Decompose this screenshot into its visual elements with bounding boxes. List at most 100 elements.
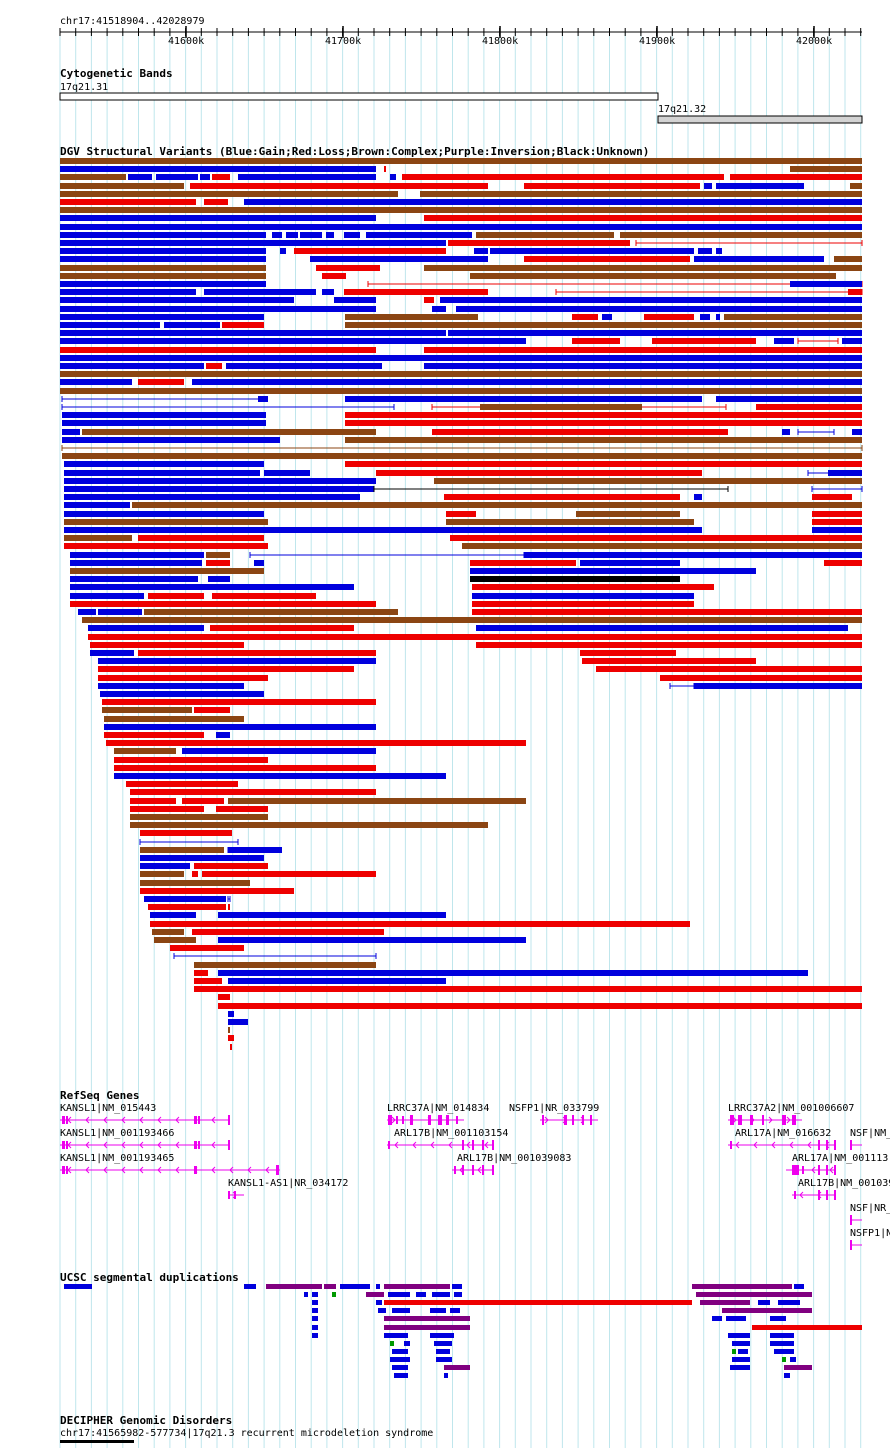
dgv-variant[interactable] xyxy=(200,174,210,180)
segdup-feature[interactable] xyxy=(366,1292,384,1297)
dgv-variant[interactable] xyxy=(286,232,298,238)
dgv-variant[interactable] xyxy=(64,486,374,492)
dgv-variant[interactable] xyxy=(98,666,354,672)
dgv-variant[interactable] xyxy=(60,224,862,230)
dgv-variant[interactable] xyxy=(218,1003,862,1009)
dgv-variant[interactable] xyxy=(694,683,862,689)
dgv-variant[interactable] xyxy=(60,363,204,369)
dgv-variant[interactable] xyxy=(446,511,476,517)
dgv-variant[interactable] xyxy=(716,183,804,189)
dgv-variant[interactable] xyxy=(60,379,132,385)
dgv-variant[interactable] xyxy=(70,584,354,590)
dgv-variant[interactable] xyxy=(228,1027,230,1033)
gene-exon[interactable] xyxy=(826,1165,828,1175)
gene-exon[interactable] xyxy=(462,1140,464,1150)
dgv-variant[interactable] xyxy=(62,453,862,459)
segdup-feature[interactable] xyxy=(384,1333,408,1338)
segdup-feature[interactable] xyxy=(722,1308,812,1313)
decipher-track[interactable]: DECIPHER Genomic Disorders chr17:4156598… xyxy=(60,1414,433,1443)
dgv-variant[interactable] xyxy=(140,855,264,861)
segdup-feature[interactable] xyxy=(700,1300,750,1305)
cytoband-17q21-31[interactable] xyxy=(59,92,659,101)
dgv-variant[interactable] xyxy=(470,568,756,574)
dgv-variant[interactable] xyxy=(130,814,268,820)
dgv-variant[interactable] xyxy=(206,560,230,566)
dgv-variant[interactable] xyxy=(300,232,322,238)
gene-exon[interactable] xyxy=(794,1191,796,1199)
dgv-variant[interactable] xyxy=(138,650,376,656)
dgv-variant[interactable] xyxy=(64,502,130,508)
segdup-feature[interactable] xyxy=(430,1333,454,1338)
gene-exon[interactable] xyxy=(228,1115,230,1125)
gene-exon[interactable] xyxy=(66,1116,68,1124)
dgv-variant[interactable] xyxy=(114,773,446,779)
dgv-variant[interactable] xyxy=(60,158,862,164)
segdup-feature[interactable] xyxy=(304,1292,308,1297)
dgv-variant[interactable] xyxy=(704,183,712,189)
dgv-variant[interactable] xyxy=(60,281,266,287)
gene-exon[interactable] xyxy=(234,1191,236,1199)
gene-exon[interactable] xyxy=(472,1140,474,1150)
dgv-variant[interactable] xyxy=(106,740,526,746)
segdup-feature[interactable] xyxy=(312,1333,318,1338)
segdup-feature[interactable] xyxy=(696,1292,812,1297)
segdup-feature[interactable] xyxy=(730,1365,750,1370)
gene-exon[interactable] xyxy=(388,1115,392,1125)
dgv-variant[interactable] xyxy=(218,994,230,1000)
dgv-variant[interactable] xyxy=(192,929,384,935)
gene-exon[interactable] xyxy=(850,1140,852,1150)
dgv-variant[interactable] xyxy=(310,256,488,262)
dgv-variant[interactable] xyxy=(345,437,862,443)
dgv-variant[interactable] xyxy=(576,511,680,517)
dgv-variant[interactable] xyxy=(130,806,204,812)
gene-exon[interactable] xyxy=(410,1115,413,1125)
dgv-variant[interactable] xyxy=(446,519,694,525)
segdup-feature[interactable] xyxy=(64,1284,92,1289)
dgv-variant[interactable] xyxy=(64,470,260,476)
dgv-variant[interactable] xyxy=(480,404,642,410)
segdup-feature[interactable] xyxy=(726,1316,746,1321)
gene-exon[interactable] xyxy=(198,1141,200,1149)
gene-exon[interactable] xyxy=(66,1141,68,1149)
dgv-variant[interactable] xyxy=(470,560,576,566)
dgv-variant[interactable] xyxy=(345,412,862,418)
gene-exon[interactable] xyxy=(782,1115,786,1125)
dgv-variant[interactable] xyxy=(156,174,198,180)
gene-exon[interactable] xyxy=(730,1141,732,1149)
segdup-feature[interactable] xyxy=(770,1333,794,1338)
dgv-variant[interactable] xyxy=(490,248,694,254)
gene-exon[interactable] xyxy=(826,1140,828,1150)
dgv-track[interactable]: DGV Structural Variants (Blue:Gain;Red:L… xyxy=(60,145,863,1050)
dgv-variant[interactable] xyxy=(212,174,230,180)
dgv-variant[interactable] xyxy=(70,593,144,599)
dgv-variant[interactable] xyxy=(326,232,334,238)
gene-exon[interactable] xyxy=(590,1115,592,1125)
dgv-variant[interactable] xyxy=(182,748,376,754)
segdup-feature[interactable] xyxy=(388,1292,410,1297)
segdup-feature[interactable] xyxy=(732,1341,750,1346)
segdup-feature[interactable] xyxy=(376,1300,382,1305)
dgv-variant[interactable] xyxy=(60,338,526,344)
dgv-variant[interactable] xyxy=(138,535,264,541)
segdup-feature[interactable] xyxy=(390,1357,410,1362)
gene-exon[interactable] xyxy=(462,1165,464,1175)
segdup-feature[interactable] xyxy=(244,1284,256,1289)
gene-exon[interactable] xyxy=(194,1116,197,1124)
dgv-variant[interactable] xyxy=(756,404,862,410)
dgv-variant[interactable] xyxy=(226,363,382,369)
dgv-variant[interactable] xyxy=(524,552,862,558)
segdup-feature[interactable] xyxy=(392,1308,410,1313)
gene-exon[interactable] xyxy=(402,1116,404,1124)
segdup-feature[interactable] xyxy=(416,1292,426,1297)
dgv-variant[interactable] xyxy=(456,306,862,312)
dgv-variant[interactable] xyxy=(98,675,268,681)
dgv-features[interactable] xyxy=(60,158,863,1050)
dgv-variant[interactable] xyxy=(194,978,222,984)
gene-exon[interactable] xyxy=(482,1165,484,1175)
dgv-variant[interactable] xyxy=(228,847,282,853)
dgv-variant[interactable] xyxy=(182,798,224,804)
dgv-variant[interactable] xyxy=(462,543,862,549)
dgv-variant[interactable] xyxy=(852,429,862,435)
dgv-variant[interactable] xyxy=(60,306,376,312)
segdup-feature[interactable] xyxy=(728,1333,750,1338)
